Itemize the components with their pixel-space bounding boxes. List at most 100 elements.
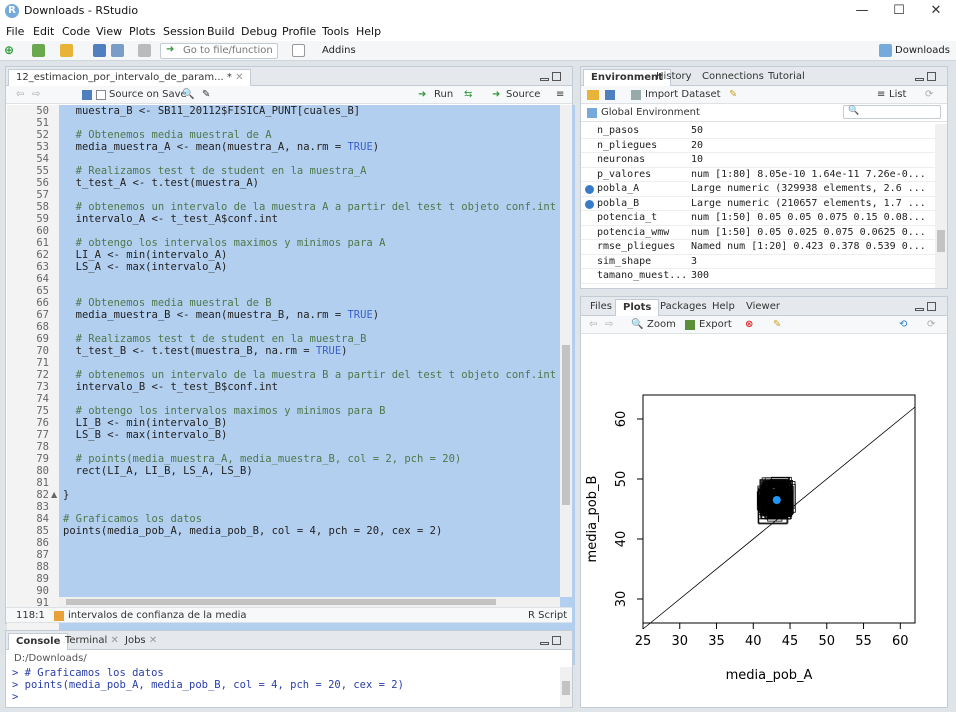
refresh-icon[interactable]: ⟳: [925, 89, 934, 100]
environment-row[interactable]: pobla_B Large numeric (210657 elements, 1…: [581, 197, 937, 211]
new-file-icon[interactable]: ⊕: [4, 43, 15, 57]
editor-scroll-thumb[interactable]: [562, 345, 570, 505]
code-line[interactable]: # obtenemos un intervalo de la muestra A…: [63, 201, 557, 213]
environment-row[interactable]: p_valores num [1:80] 8.05e-10 1.64e-11 7.…: [581, 168, 937, 182]
code-line[interactable]: # Obtenemos media muestral de B: [63, 297, 272, 309]
code-line[interactable]: media_muestra_B <- mean(muestra_B, na.rm…: [63, 309, 380, 321]
menu-code[interactable]: Code: [62, 25, 91, 38]
environment-row[interactable]: neuronas 10: [581, 153, 937, 168]
code-line[interactable]: points(media_pob_A, media_pob_B, col = 4…: [63, 525, 443, 537]
code-line[interactable]: # Obtenemos media muestral de A: [63, 129, 272, 141]
broom-icon[interactable]: ✎: [729, 89, 738, 100]
goto-file-input[interactable]: Go to file/function: [160, 43, 278, 59]
tab-tutorial[interactable]: Tutorial: [768, 71, 805, 82]
remove-plot-icon[interactable]: ⊗: [745, 319, 754, 330]
menu-edit[interactable]: Edit: [33, 25, 55, 38]
grid-layout-icon[interactable]: [292, 44, 305, 57]
tab-history[interactable]: History: [656, 71, 692, 82]
menu-build[interactable]: Build: [207, 25, 235, 38]
print-icon[interactable]: [138, 44, 151, 57]
editor-vertical-scrollbar[interactable]: [560, 105, 572, 597]
rerun-icon[interactable]: ⇆: [464, 89, 473, 100]
tab-script[interactable]: 12_estimacion_por_intervalo_de_param... …: [8, 69, 252, 86]
tab-viewer[interactable]: Viewer: [746, 301, 780, 312]
global-environment-dropdown[interactable]: Global Environment: [601, 107, 700, 118]
close-terminal-icon[interactable]: ✕: [110, 635, 119, 646]
environment-row[interactable]: n_pliegues 20: [581, 139, 937, 153]
editor-horizontal-scrollbar[interactable]: [58, 597, 560, 607]
export-dropdown[interactable]: Export: [699, 319, 732, 330]
expand-icon[interactable]: [585, 199, 594, 209]
load-workspace-icon[interactable]: [587, 90, 599, 100]
import-dataset-button[interactable]: Import Dataset: [645, 89, 721, 100]
search-icon[interactable]: 🔍: [182, 89, 195, 100]
code-line[interactable]: media_muestra_A <- mean(muestra_A, na.rm…: [63, 141, 380, 153]
tab-help[interactable]: Help: [712, 301, 735, 312]
tab-console[interactable]: Console: [8, 633, 69, 650]
code-line[interactable]: # obtengo los intervalos maximos y minim…: [63, 237, 386, 249]
menu-profile[interactable]: Profile: [282, 25, 317, 38]
menu-plots[interactable]: Plots: [129, 25, 156, 38]
save-script-icon[interactable]: [82, 90, 92, 100]
open-file-icon[interactable]: [60, 44, 73, 57]
save-icon[interactable]: [93, 44, 106, 57]
close-tab-icon[interactable]: ✕: [235, 72, 244, 83]
minimize-maximize-environment[interactable]: [915, 72, 937, 82]
code-line[interactable]: muestra_B <- SB11_20112$FISICA_PUNT[cual…: [63, 105, 361, 117]
forward-icon[interactable]: ⇨: [32, 89, 41, 100]
minimize-maximize-console[interactable]: [540, 636, 562, 646]
close-jobs-icon[interactable]: ✕: [148, 635, 158, 646]
environment-row[interactable]: potencia_wmw num [1:50] 0.05 0.025 0.075 …: [581, 226, 937, 240]
outline-icon[interactable]: ≡: [556, 89, 565, 100]
refresh-plot-icon[interactable]: ⟳: [927, 319, 936, 330]
new-project-icon[interactable]: [32, 44, 45, 57]
code-line[interactable]: rect(LI_A, LI_B, LS_A, LS_B): [63, 465, 253, 477]
menu-file[interactable]: File: [6, 25, 25, 38]
function-scope[interactable]: intervalos de confianza de la media: [68, 610, 247, 621]
clear-plots-icon[interactable]: ✎: [773, 319, 782, 330]
menu-view[interactable]: View: [96, 25, 123, 38]
next-plot-icon[interactable]: ⇨: [605, 319, 614, 330]
code-line[interactable]: # Realizamos test t de student en la mue…: [63, 165, 367, 177]
maximize-button[interactable]: ☐: [893, 3, 905, 18]
minimize-button[interactable]: —: [855, 3, 869, 18]
source-button[interactable]: Source: [506, 89, 541, 100]
zoom-button[interactable]: Zoom: [647, 319, 676, 330]
source-on-save-checkbox[interactable]: [96, 90, 106, 100]
console-scrollbar[interactable]: [560, 667, 572, 707]
close-button[interactable]: ✕: [930, 3, 942, 18]
wand-icon[interactable]: ✎: [202, 89, 211, 100]
environment-row[interactable]: potencia_t num [1:50] 0.05 0.05 0.075 0.1…: [581, 211, 937, 226]
environment-search-input[interactable]: 🔍: [843, 105, 941, 119]
code-line[interactable]: intervalo_B <- t_test_B$conf.int: [63, 381, 278, 393]
publish-icon[interactable]: ⟲: [899, 319, 908, 330]
save-workspace-icon[interactable]: [605, 90, 615, 100]
tab-environment[interactable]: Environment: [583, 69, 671, 86]
environment-scroll-thumb[interactable]: [937, 230, 945, 252]
minimize-maximize-plots[interactable]: [915, 302, 937, 312]
run-button[interactable]: Run: [434, 89, 454, 100]
menu-debug[interactable]: Debug: [241, 25, 278, 38]
code-line[interactable]: # obtengo los intervalos maximos y minim…: [63, 405, 386, 417]
code-line[interactable]: t_test_B <- t.test(muestra_B, na.rm = TR…: [63, 345, 348, 357]
code-line[interactable]: LI_B <- min(intervalo_B): [63, 417, 228, 429]
tab-connections[interactable]: Connections: [702, 71, 764, 82]
tab-packages[interactable]: Packages: [660, 301, 707, 312]
menu-tools[interactable]: Tools: [322, 25, 350, 38]
menu-help[interactable]: Help: [356, 25, 382, 38]
code-line[interactable]: }: [63, 489, 70, 501]
tab-files[interactable]: Files: [590, 301, 612, 312]
addins-dropdown[interactable]: Addins: [322, 45, 356, 56]
environment-row[interactable]: rmse_pliegues Named num [1:20] 0.423 0.37…: [581, 240, 937, 255]
environment-row[interactable]: tamano_muest... 300: [581, 269, 937, 284]
code-line[interactable]: intervalo_A <- t_test_A$conf.int: [63, 213, 278, 225]
environment-row[interactable]: sim_shape 3: [581, 255, 937, 269]
menu-session[interactable]: Session: [163, 25, 205, 38]
save-all-icon[interactable]: [111, 44, 124, 57]
previous-plot-icon[interactable]: ⇦: [589, 319, 598, 330]
project-menu[interactable]: Downloads: [895, 45, 950, 56]
tab-plots[interactable]: Plots: [615, 299, 660, 316]
expand-icon[interactable]: [585, 185, 594, 194]
fold-arrow-icon[interactable]: ▲: [51, 490, 58, 499]
code-line[interactable]: # obtenemos un intervalo de la muestra B…: [63, 369, 557, 381]
